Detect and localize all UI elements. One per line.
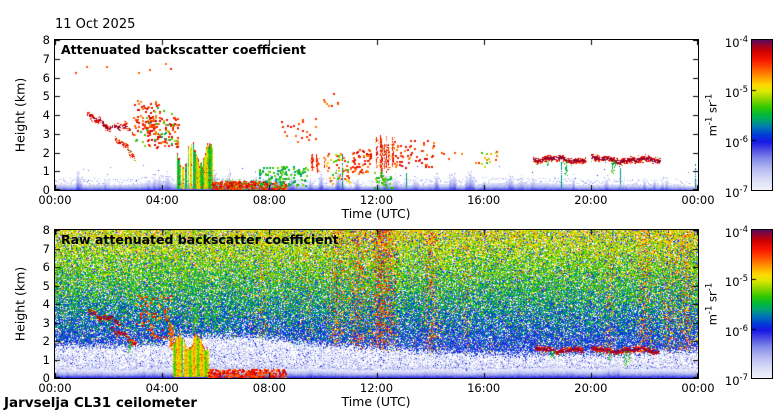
y-tick-label: 6 [42,70,50,85]
y-tick-label: 8 [42,33,50,47]
x-tick-label: 08:00 [252,381,286,395]
colorbar-tick-label: 10-7 [724,373,748,388]
colorbar-tick-label: 10-4 [724,35,748,50]
y-tick-label: 3 [42,126,50,141]
y-tick-label: 1 [42,352,50,367]
x-tick-label: 00:00 [38,381,72,395]
y-tick-label: 0 [42,183,50,197]
colorbar-unit-label: m-1 sr-1 [704,282,720,326]
x-tick-label: 16:00 [467,193,501,207]
colorbar-raw [751,229,773,379]
y-tick-label: 1 [42,164,50,179]
colorbar-tick-label: 10-5 [724,85,748,100]
instrument-label: Jarvselja CL31 ceilometer [4,395,198,411]
y-tick-label: 8 [42,223,50,237]
x-tick-label: 00:00 [681,381,715,395]
y-tick-label: 2 [42,334,50,348]
colorbar-tick-label: 10-4 [724,225,748,240]
y-tick-label: 4 [42,108,50,122]
x-tick-label: 20:00 [574,193,608,207]
colorbar-tick-label: 10-6 [724,323,748,339]
colorbar-tick-label: 10-5 [724,274,748,290]
x-axis-label-raw: Time (UTC) [341,394,411,409]
colorbar-gradient [752,230,772,378]
attenuated-plot-area: Attenuated backscatter coefficient [54,39,699,191]
colorbar-tick-label: 10-6 [724,135,748,150]
x-tick-label: 12:00 [359,193,394,207]
raw-plot-area: Raw attenuated backscatter coefficient [54,229,699,379]
y-tick-label: 3 [42,315,50,330]
raw-backscatter-heatmap [55,230,698,378]
y-tick-label: 5 [42,278,50,293]
colorbar-unit-label: m-1 sr-1 [704,93,720,137]
x-axis-label-attenuated: Time (UTC) [341,206,411,221]
y-tick-label: 7 [42,241,50,256]
colorbar-tick-label: 10-7 [724,185,748,200]
y-tick-label: 6 [42,260,50,274]
y-tick-label: 4 [42,297,50,311]
x-tick-label: 04:00 [145,381,179,395]
date-label: 11 Oct 2025 [55,17,136,32]
colorbar-gradient [752,40,772,190]
y-tick-label: 0 [42,371,50,385]
x-tick-label: 04:00 [145,193,179,207]
y-tick-label: 7 [42,51,50,66]
attenuated-panel-title: Attenuated backscatter coefficient [61,42,306,57]
x-tick-label: 08:00 [252,193,286,207]
x-tick-label: 00:00 [38,193,72,207]
raw-panel-title: Raw attenuated backscatter coefficient [61,232,339,247]
x-tick-label: 16:00 [467,381,501,395]
y-tick-label: 2 [42,145,50,160]
colorbar-attenuated [751,39,773,191]
x-tick-label: 12:00 [359,381,394,395]
attenuated-backscatter-heatmap [55,40,698,190]
x-tick-label: 00:00 [681,193,715,207]
x-tick-label: 20:00 [574,381,608,395]
y-tick-label: 5 [42,89,50,104]
